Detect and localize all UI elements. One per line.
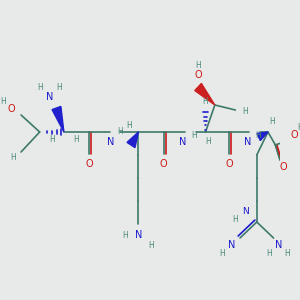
Text: H: H bbox=[148, 241, 154, 250]
Polygon shape bbox=[127, 132, 138, 148]
Text: H: H bbox=[232, 215, 238, 224]
Text: O: O bbox=[225, 159, 232, 169]
Text: N: N bbox=[107, 137, 114, 147]
Text: O: O bbox=[194, 70, 202, 80]
Text: H: H bbox=[266, 250, 272, 259]
Text: O: O bbox=[279, 162, 287, 172]
Text: H: H bbox=[219, 248, 225, 257]
Text: H: H bbox=[38, 83, 43, 92]
Text: H: H bbox=[49, 136, 55, 145]
Text: H: H bbox=[270, 118, 275, 127]
Polygon shape bbox=[195, 83, 215, 105]
Text: N: N bbox=[274, 240, 282, 250]
Text: O: O bbox=[8, 104, 16, 114]
Text: H: H bbox=[1, 97, 6, 106]
Text: H: H bbox=[56, 83, 62, 92]
Text: H: H bbox=[73, 136, 79, 145]
Text: N: N bbox=[244, 137, 251, 147]
Polygon shape bbox=[52, 106, 64, 132]
Text: H: H bbox=[255, 130, 261, 140]
Text: O: O bbox=[160, 159, 167, 169]
Text: N: N bbox=[135, 230, 142, 240]
Text: N: N bbox=[228, 240, 235, 250]
Text: N: N bbox=[242, 208, 249, 217]
Text: N: N bbox=[46, 92, 54, 102]
Text: H: H bbox=[117, 128, 123, 136]
Text: H: H bbox=[242, 107, 247, 116]
Text: H: H bbox=[11, 154, 16, 163]
Text: H: H bbox=[195, 61, 201, 70]
Text: O: O bbox=[290, 130, 298, 140]
Text: H: H bbox=[206, 137, 211, 146]
Text: H: H bbox=[191, 130, 197, 140]
Text: H: H bbox=[203, 98, 208, 106]
Text: H: H bbox=[122, 230, 128, 239]
Polygon shape bbox=[257, 132, 268, 141]
Text: N: N bbox=[179, 137, 187, 147]
Text: H: H bbox=[126, 121, 132, 130]
Text: H: H bbox=[285, 250, 290, 259]
Text: H: H bbox=[298, 124, 300, 133]
Text: O: O bbox=[85, 159, 93, 169]
